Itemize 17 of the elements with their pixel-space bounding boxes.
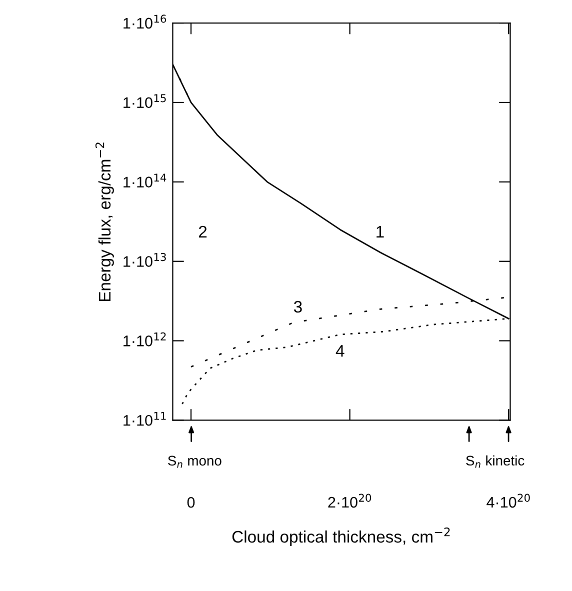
annotation: 4 [336,345,344,357]
annotation: 1 [376,226,384,238]
annotation: 2 [198,226,207,238]
x-tick-label: 2·10$^{20}$ [328,494,372,508]
y-tick-label: 1·10$^{16}$ [124,14,166,29]
x-tick-label: 4·10$^{20}$ [486,494,530,508]
y-tick-label: 1·10$^{13}$ [124,252,166,267]
text: S$_{n}$ kinetic [466,455,524,468]
text: S$_{n}$ mono [168,456,222,468]
y-tick-label: 1·10$^{15}$ [124,94,166,108]
y-tick-label: 1·10$^{12}$ [124,332,166,346]
y-tick-label: 1·10$^{14}$ [124,174,166,188]
x-tick-label: 0 [187,496,195,508]
y-axis-title: Energy flux, erg/cm$^{−2}$ [95,142,114,302]
y-tick-label: 1·10$^{11}$ [124,412,166,426]
annotation: 3 [294,300,302,313]
x-axis-title: Cloud optical thickness, cm$^{−2}$ [232,528,450,546]
